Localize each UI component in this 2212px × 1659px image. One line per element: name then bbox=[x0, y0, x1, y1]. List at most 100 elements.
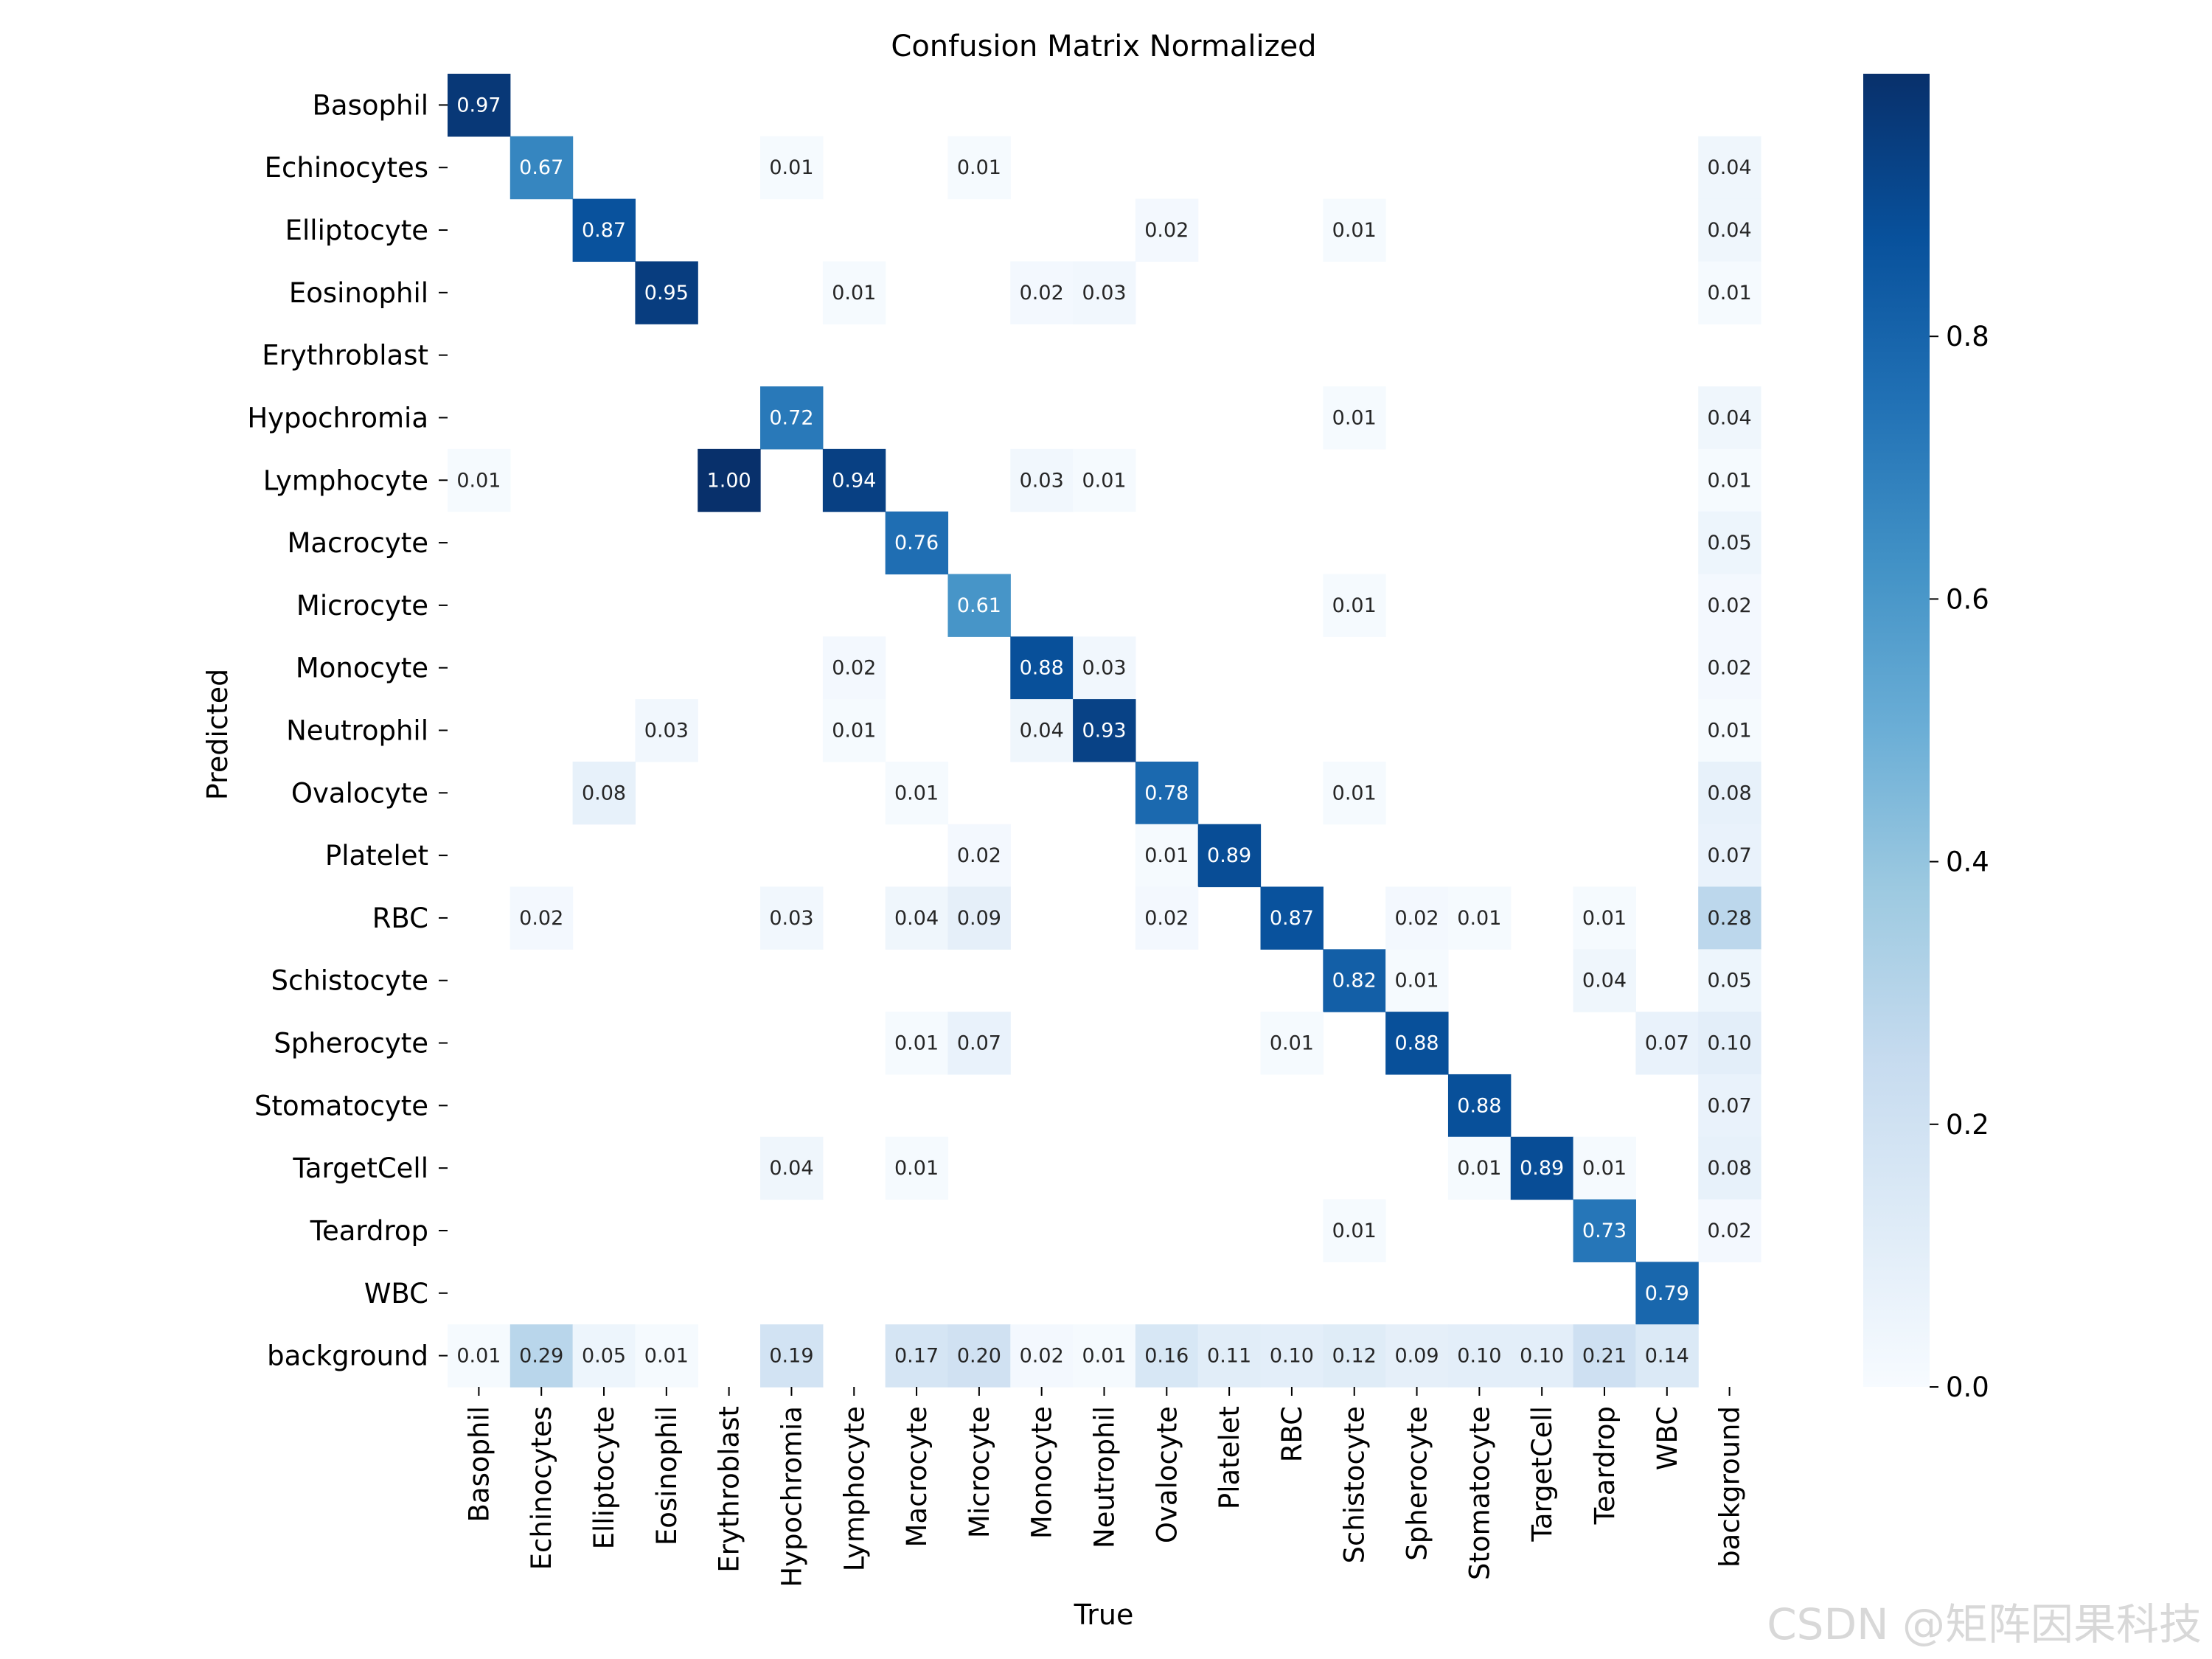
y-tick-label: Echinocytes bbox=[265, 152, 428, 184]
cell-value-label: 0.01 bbox=[1332, 219, 1377, 242]
cell-value-label: 0.01 bbox=[1332, 406, 1377, 429]
heatmap-cell bbox=[885, 1136, 949, 1200]
cell-value-label: 0.01 bbox=[957, 156, 1001, 179]
heatmap-cell bbox=[635, 261, 698, 324]
heatmap-cell bbox=[1698, 198, 1761, 262]
watermark-text: CSDN @矩阵因果科技 bbox=[1767, 1599, 2202, 1649]
cell-value-label: 0.01 bbox=[1082, 1345, 1126, 1368]
cell-value-label: 0.79 bbox=[1645, 1282, 1689, 1305]
y-tick-label: Monocyte bbox=[296, 653, 428, 684]
cell-value-label: 0.01 bbox=[1332, 1220, 1377, 1242]
heatmap-cell bbox=[1260, 886, 1324, 950]
heatmap-cell bbox=[509, 136, 574, 200]
heatmap-cell bbox=[572, 1324, 636, 1388]
heatmap-cell bbox=[1135, 761, 1199, 825]
heatmap-cell bbox=[1698, 1136, 1761, 1200]
heatmap-cell bbox=[1573, 1136, 1636, 1200]
cell-value-label: 0.01 bbox=[644, 1345, 689, 1368]
x-tick-label: Eosinophil bbox=[651, 1406, 683, 1545]
cell-value-label: 1.00 bbox=[707, 469, 751, 492]
cell-value-label: 0.88 bbox=[1457, 1094, 1501, 1117]
cell-value-label: 0.09 bbox=[1394, 1345, 1439, 1368]
cell-value-label: 0.07 bbox=[957, 1032, 1001, 1055]
heatmap-cell bbox=[1073, 699, 1136, 762]
heatmap-cell bbox=[1698, 1199, 1761, 1262]
heatmap-cell bbox=[1073, 1324, 1136, 1388]
y-tick-label: background bbox=[267, 1340, 428, 1372]
x-tick-label: Microcyte bbox=[964, 1406, 995, 1538]
heatmap-cell bbox=[947, 136, 1011, 200]
cell-value-label: 0.01 bbox=[894, 1157, 939, 1180]
x-tick-label: Hypochromia bbox=[776, 1406, 807, 1587]
y-tick-label: Teardrop bbox=[310, 1215, 428, 1247]
x-tick-label: Erythroblast bbox=[714, 1406, 745, 1573]
cell-value-label: 0.89 bbox=[1207, 844, 1251, 867]
heatmap-cell bbox=[448, 1324, 511, 1388]
cell-value-label: 0.01 bbox=[1457, 1157, 1501, 1180]
cell-value-label: 0.97 bbox=[456, 94, 501, 116]
y-tick-label: Elliptocyte bbox=[285, 215, 428, 246]
colorbar-ticks: 0.0 0.2 0.4 0.6 0.8 bbox=[1930, 321, 1989, 1403]
cell-value-label: 0.19 bbox=[769, 1345, 813, 1368]
heatmap-cell bbox=[947, 886, 1011, 950]
cell-value-label: 0.01 bbox=[1582, 907, 1627, 930]
cell-value-label: 0.94 bbox=[832, 469, 876, 492]
x-tick-label: Monocyte bbox=[1026, 1406, 1058, 1539]
heatmap-cell bbox=[1698, 824, 1761, 888]
cell-value-label: 0.88 bbox=[1394, 1032, 1439, 1055]
heatmap-cell bbox=[885, 1012, 949, 1075]
cell-value-label: 0.76 bbox=[894, 532, 939, 554]
heatmap-cell bbox=[1698, 761, 1761, 825]
heatmap-cell bbox=[572, 761, 636, 825]
heatmap-cell bbox=[1635, 1324, 1699, 1388]
heatmap-cell bbox=[947, 1012, 1011, 1075]
heatmap-cell bbox=[1698, 136, 1761, 200]
heatmap-cell bbox=[885, 1324, 949, 1388]
cell-value-label: 0.01 bbox=[894, 782, 939, 804]
cell-value-label: 0.16 bbox=[1144, 1345, 1189, 1368]
heatmap-cell bbox=[1698, 448, 1761, 512]
heatmap-cell bbox=[1073, 448, 1136, 512]
heatmap-cell bbox=[448, 74, 511, 137]
y-tick-label: Platelet bbox=[325, 840, 428, 872]
cell-value-label: 0.04 bbox=[1020, 720, 1064, 742]
cell-value-label: 0.02 bbox=[1394, 907, 1439, 930]
x-tick-label: TargetCell bbox=[1526, 1406, 1558, 1543]
heatmap-cells: 0.97 0.67 0.01 0.01 0.04 0.87 0.02 0.01 0.04 0.95… bbox=[448, 74, 1761, 1388]
cell-value-label: 0.02 bbox=[1020, 1345, 1064, 1368]
heatmap-cell bbox=[760, 136, 824, 200]
cell-value-label: 0.14 bbox=[1645, 1345, 1689, 1368]
cell-value-label: 0.01 bbox=[1082, 469, 1126, 492]
cell-value-label: 0.01 bbox=[456, 1345, 501, 1368]
cell-value-label: 0.04 bbox=[894, 907, 939, 930]
heatmap-cell bbox=[947, 824, 1011, 888]
heatmap-cell bbox=[509, 886, 574, 950]
cell-value-label: 0.04 bbox=[1708, 219, 1752, 242]
heatmap-cell bbox=[1573, 949, 1636, 1012]
heatmap-cell bbox=[1197, 1324, 1262, 1388]
heatmap-cell bbox=[1323, 198, 1386, 262]
heatmap-cell bbox=[1323, 949, 1386, 1012]
heatmap-cell bbox=[1698, 699, 1761, 762]
heatmap-cell bbox=[1698, 261, 1761, 324]
y-tick-label: Microcyte bbox=[296, 590, 428, 622]
heatmap-cell bbox=[760, 886, 824, 950]
heatmap-cell bbox=[822, 261, 886, 324]
x-axis-label: True bbox=[1074, 1599, 1134, 1631]
heatmap-cell bbox=[635, 699, 698, 762]
cell-value-label: 0.04 bbox=[1582, 970, 1627, 992]
heatmap-cell bbox=[1385, 886, 1449, 950]
heatmap-cell bbox=[1447, 886, 1512, 950]
cell-value-label: 0.73 bbox=[1582, 1220, 1627, 1242]
cell-value-label: 0.04 bbox=[1708, 156, 1752, 179]
x-tick-label: Platelet bbox=[1214, 1406, 1245, 1509]
cell-value-label: 0.10 bbox=[1270, 1345, 1314, 1368]
cell-value-label: 0.01 bbox=[832, 720, 876, 742]
chart-title: Confusion Matrix Normalized bbox=[891, 29, 1316, 63]
heatmap-cell bbox=[1510, 1324, 1574, 1388]
colorbar-tick-label: 0.0 bbox=[1946, 1371, 1989, 1403]
x-tick-label: background bbox=[1714, 1406, 1746, 1568]
heatmap-cell bbox=[698, 448, 761, 512]
cell-value-label: 0.88 bbox=[1020, 657, 1064, 680]
